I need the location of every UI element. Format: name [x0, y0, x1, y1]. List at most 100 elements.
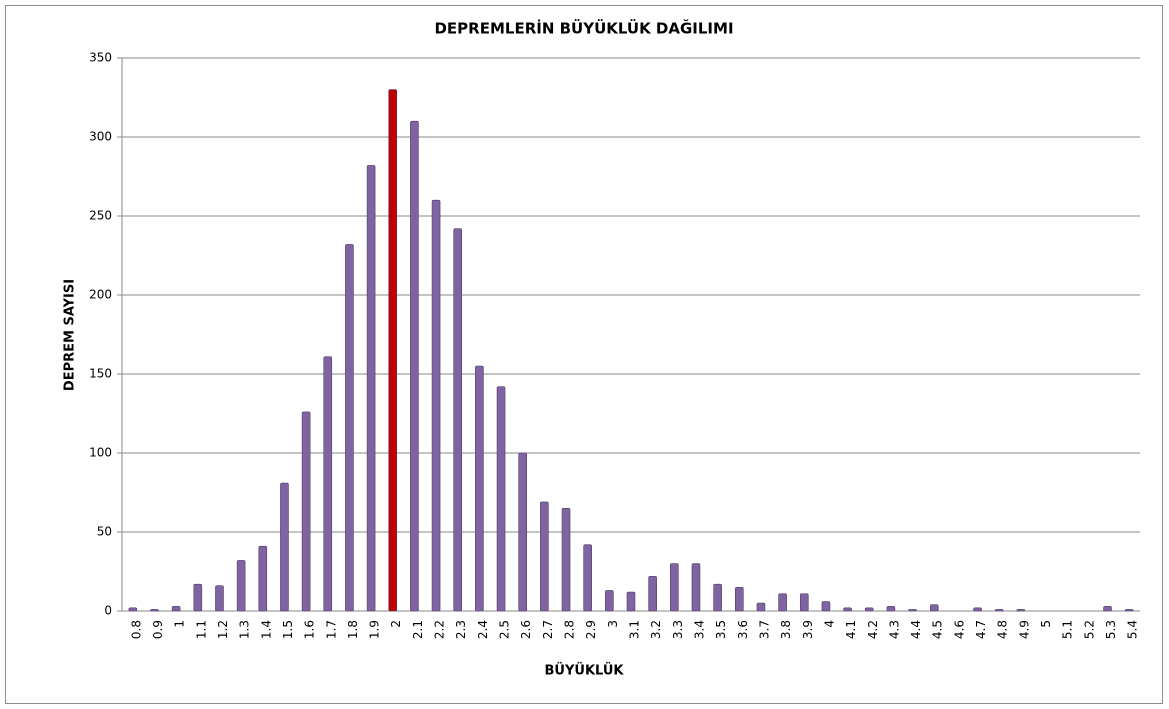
- y-tick-label: 0: [104, 604, 112, 618]
- x-tick-label: 3.5: [714, 620, 728, 639]
- x-tick-label: 0.8: [129, 620, 143, 639]
- x-tick-label: 4.3: [887, 620, 901, 639]
- bar: [388, 89, 398, 612]
- bar: [301, 411, 311, 612]
- x-tick-label: 4.5: [931, 620, 945, 639]
- y-axis-title: DEPREM SAYISI: [63, 279, 78, 391]
- y-tick-label: 200: [89, 288, 112, 302]
- x-tick-label: 4: [822, 620, 836, 628]
- x-tick-label: 1.7: [324, 620, 338, 639]
- x-tick-label: 4.8: [996, 620, 1010, 639]
- x-tick-label: 3.1: [628, 620, 642, 639]
- x-tick-label: 1.4: [259, 620, 273, 639]
- bar: [128, 607, 138, 612]
- bar: [193, 583, 203, 612]
- x-tick-label: 3.6: [736, 620, 750, 639]
- x-tick-label: 4.7: [974, 620, 988, 639]
- x-tick-label: 2.2: [433, 620, 447, 639]
- x-axis-title: BÜYÜKLÜK: [545, 663, 625, 679]
- x-tick-label: 2: [389, 620, 403, 628]
- bar: [929, 604, 939, 612]
- x-tick-label: 3.9: [801, 620, 815, 639]
- bar: [799, 593, 809, 612]
- bar: [475, 365, 484, 612]
- bar: [626, 591, 636, 612]
- bar: [864, 607, 874, 612]
- bar: [518, 452, 528, 612]
- bar: [734, 586, 744, 612]
- bar: [691, 563, 701, 612]
- x-tick-label: 5.4: [1126, 620, 1140, 639]
- y-tick-label: 150: [89, 367, 112, 381]
- x-tick-label: 5.1: [1061, 620, 1075, 639]
- x-tick-label: 4.1: [844, 620, 858, 639]
- x-tick-label: 1.2: [216, 620, 230, 639]
- bar: [605, 590, 614, 612]
- x-tick-label: 2.4: [476, 620, 490, 639]
- bar: [1124, 609, 1134, 612]
- bar: [540, 501, 549, 612]
- x-tick-label: 4.2: [866, 620, 880, 639]
- x-tick-label: 3.7: [757, 620, 771, 639]
- bar: [366, 165, 376, 612]
- bar: [561, 507, 571, 612]
- x-tick-label: 1.1: [194, 620, 208, 639]
- bar: [778, 593, 787, 612]
- x-tick-label: 3.3: [671, 620, 685, 639]
- x-tick-label: 1.8: [346, 620, 360, 639]
- bar: [1016, 609, 1026, 612]
- bar: [670, 563, 679, 612]
- x-tick-label: 2.9: [584, 620, 598, 639]
- bar: [648, 575, 657, 612]
- x-tick-label: 1.6: [303, 620, 317, 639]
- bar: [431, 199, 441, 612]
- x-tick-label: 2.3: [454, 620, 468, 639]
- bar: [171, 605, 181, 612]
- bar: [994, 609, 1004, 612]
- x-tick-label: 3: [606, 620, 620, 628]
- bar: [756, 602, 766, 612]
- bar: [1103, 605, 1112, 612]
- bar: [258, 545, 268, 612]
- x-tick-label: 3.2: [649, 620, 663, 639]
- y-tick-label: 350: [89, 51, 112, 65]
- bar: [410, 120, 419, 612]
- bar: [280, 482, 289, 612]
- x-tick-label: 4.6: [952, 620, 966, 639]
- x-tick-label: 2.6: [519, 620, 533, 639]
- bar: [453, 228, 463, 612]
- y-tick-label: 250: [89, 209, 112, 223]
- bar: [236, 560, 246, 612]
- x-tick-label: 3.4: [692, 620, 706, 639]
- bar: [886, 605, 896, 612]
- x-tick-label: 5.3: [1104, 620, 1118, 639]
- bar: [323, 356, 333, 612]
- y-tick-label: 100: [89, 446, 112, 460]
- x-tick-label: 1.5: [281, 620, 295, 639]
- y-tick-label: 50: [97, 525, 112, 539]
- bar: [821, 601, 831, 612]
- x-tick-label: 2.7: [541, 620, 555, 639]
- x-tick-label: 0.9: [151, 620, 165, 639]
- bar: [973, 607, 982, 612]
- x-tick-label: 1.3: [238, 620, 252, 639]
- chart-title: DEPREMLERİN BÜYÜKLÜK DAĞILIMI: [434, 19, 733, 38]
- bar: [713, 583, 722, 612]
- x-tick-label: 5.2: [1082, 620, 1096, 639]
- bar: [150, 609, 159, 612]
- x-tick-label: 2.1: [411, 620, 425, 639]
- y-tick-label: 300: [89, 130, 112, 144]
- x-tick-label: 4.4: [909, 620, 923, 639]
- x-tick-label: 2.8: [563, 620, 577, 639]
- x-tick-label: 1: [173, 620, 187, 628]
- bar: [345, 244, 354, 612]
- bar: [583, 544, 592, 612]
- x-tick-label: 4.9: [1017, 620, 1031, 639]
- bar: [496, 386, 506, 612]
- bar: [843, 607, 852, 612]
- bar: [215, 585, 224, 612]
- x-tick-label: 1.9: [368, 620, 382, 639]
- bar: [908, 609, 917, 612]
- x-tick-label: 5: [1039, 620, 1053, 628]
